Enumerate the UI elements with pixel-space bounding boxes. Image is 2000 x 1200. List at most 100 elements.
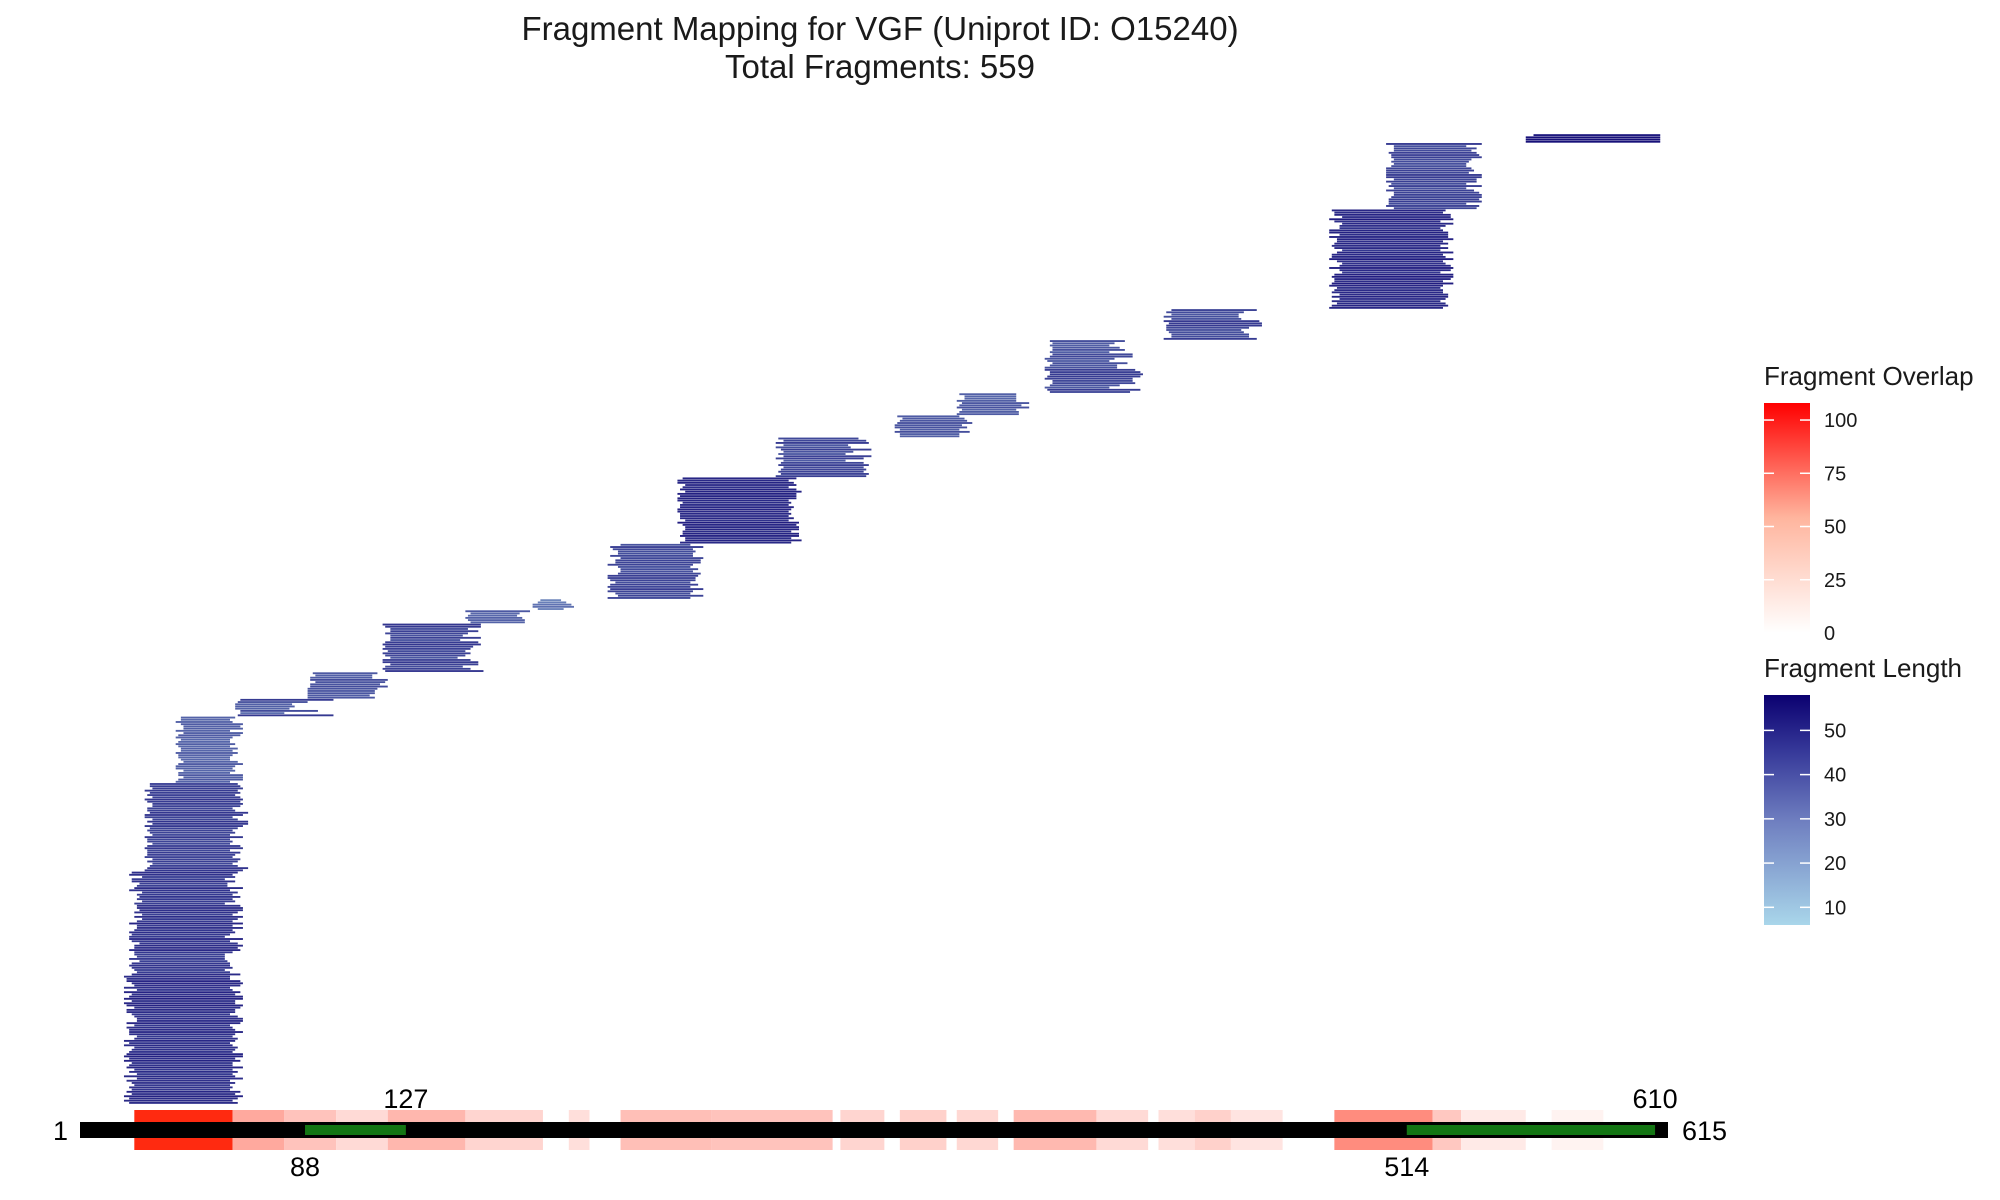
overlap-legend-ticks: 0 25 50 75 100	[1764, 410, 1857, 645]
fragment-bar	[178, 740, 231, 743]
fragment-bar	[131, 1093, 236, 1095]
fragment-bar	[178, 745, 231, 748]
legend-tick-label: 50	[1824, 517, 1846, 539]
fragment-bar	[1329, 229, 1443, 232]
fragment-bar	[959, 411, 1019, 413]
fragment-bar	[382, 659, 471, 661]
fragment-bar	[310, 678, 388, 681]
fragment-bar	[129, 931, 236, 934]
fragment-bar	[783, 444, 849, 447]
fragment-bar	[612, 548, 693, 551]
fragment-bar	[178, 763, 243, 765]
fragment-bar	[540, 599, 562, 602]
fragment-bar	[610, 588, 704, 591]
fragment-bar	[1044, 368, 1136, 371]
fragment-bar	[1168, 322, 1262, 325]
fragment-bar	[780, 461, 864, 464]
fragment-bar	[126, 977, 231, 980]
fragment-bar	[1331, 244, 1441, 247]
fragment-bar	[307, 687, 378, 690]
fragment-bar	[1388, 202, 1467, 205]
fragment-bar	[1393, 149, 1472, 152]
fragment-bar	[126, 1011, 236, 1014]
fragment-bar	[778, 453, 846, 455]
fragment-bar	[1049, 371, 1141, 374]
fragment-bar	[470, 612, 520, 615]
fragment-bar	[685, 539, 802, 542]
fragment-bar	[183, 732, 243, 734]
fragment-bar	[149, 791, 241, 794]
fragment-bar	[178, 774, 243, 777]
fragment-bar	[1393, 162, 1467, 165]
fragment-bar	[175, 736, 233, 739]
fragment-bar	[680, 515, 789, 517]
fragment-bar	[615, 561, 701, 564]
fragment-bar	[620, 568, 699, 571]
fragment-bar	[682, 523, 797, 526]
fragment-bar	[134, 951, 233, 954]
fragment-bar	[1339, 233, 1449, 236]
fragment-bar	[467, 614, 518, 617]
fragment-bar	[1334, 213, 1451, 216]
fragment-bar	[964, 395, 1017, 398]
fragment-bar	[180, 758, 231, 761]
fragment-bar	[783, 455, 872, 458]
fragment-bar	[382, 623, 481, 626]
length-legend-title: Fragment Length	[1764, 653, 1962, 683]
fragment-bar	[1163, 337, 1257, 340]
fragment-bar	[144, 836, 243, 839]
fragment-bar	[1171, 317, 1242, 320]
fragment-bar	[617, 572, 701, 575]
fragment-bar	[607, 597, 691, 599]
chart-title: Fragment Mapping for VGF (Uniprot ID: O1…	[521, 10, 1238, 47]
fragment-bar	[152, 796, 241, 799]
fragment-bar	[1329, 306, 1443, 309]
fragment-bar	[620, 570, 693, 573]
fragment-bar	[131, 993, 236, 996]
fragment-bar	[390, 630, 479, 633]
fragment-bar	[129, 949, 241, 952]
fragment-bar	[1049, 373, 1143, 376]
fragment-bar	[607, 590, 693, 593]
fragment-bar	[775, 457, 864, 460]
fragment-bar	[152, 858, 241, 861]
fragment-bar	[680, 517, 794, 520]
legend-tick-label: 40	[1824, 765, 1846, 787]
fragment-bar	[134, 984, 241, 987]
fragment-bar	[136, 1020, 243, 1022]
fragment-bar	[899, 435, 960, 438]
fragment-bar	[615, 581, 691, 584]
fragment-bar	[237, 701, 308, 703]
fragment-bar	[956, 399, 1017, 402]
fragment-bar	[147, 829, 233, 832]
fragment-bar	[126, 1053, 243, 1056]
fragment-bar	[126, 1026, 233, 1029]
fragment-bar	[139, 942, 238, 945]
fragment-bar	[129, 1064, 233, 1067]
fragment-bar	[607, 563, 693, 566]
fragment-bar	[235, 705, 295, 708]
fragment-bar	[537, 608, 564, 610]
fragment-bar	[1331, 295, 1449, 298]
fragment-bar	[1047, 360, 1110, 362]
fragment-bar	[470, 621, 525, 624]
fragment-bar	[123, 1044, 233, 1047]
fragment-bar	[1388, 200, 1482, 203]
fragment-bar	[1331, 275, 1454, 278]
fragment-bar	[142, 891, 238, 894]
fragment-bar	[123, 1039, 236, 1042]
fragment-bar	[131, 1000, 236, 1002]
fragment-bar	[385, 632, 468, 635]
fragment-bar	[144, 814, 243, 816]
chart-subtitle: Total Fragments: 559	[725, 48, 1035, 85]
domain-position-label: 514	[1384, 1152, 1429, 1182]
fragment-bar	[387, 650, 466, 653]
fragment-bar	[144, 825, 243, 827]
fragment-bar	[610, 554, 693, 557]
fragment-bar	[240, 709, 318, 712]
fragment-bar	[134, 929, 233, 932]
fragment-bar	[134, 911, 238, 914]
sequence-bar	[80, 1122, 1668, 1138]
fragment-bar	[1052, 379, 1133, 382]
fragment-bar	[144, 869, 243, 872]
